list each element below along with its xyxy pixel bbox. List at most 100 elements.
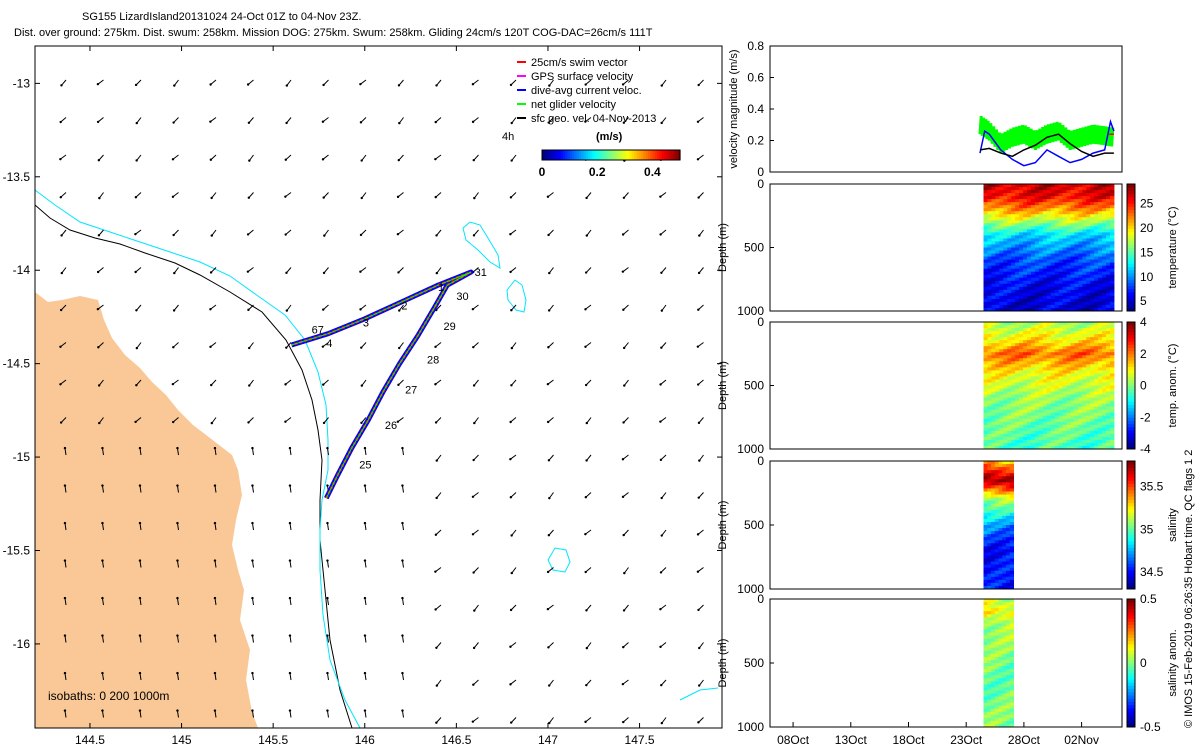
- velocity-arrow: [59, 342, 67, 348]
- velocity-arrow: [101, 521, 104, 531]
- velocity-arrow: [321, 117, 329, 123]
- velocity-arrow: [585, 604, 592, 612]
- velocity-arrow: [176, 521, 179, 531]
- velocity-arrow: [623, 567, 629, 575]
- velocity-arrow: [472, 342, 479, 349]
- velocity-arrow: [176, 446, 179, 456]
- time-tick-label: 18Oct: [892, 733, 925, 747]
- velocity-arrow: [363, 596, 367, 606]
- net-velocity-track: [291, 271, 472, 499]
- velocity-arrow: [251, 484, 254, 493]
- depth-axis-label: Depth (m): [717, 501, 729, 550]
- velocity-arrow: [213, 671, 217, 681]
- velocity-arrow: [584, 117, 592, 123]
- velocity-arrow: [209, 267, 217, 274]
- panel-frame: [769, 460, 1123, 590]
- velocity-arrow: [322, 79, 329, 87]
- velocity-arrow: [659, 567, 667, 574]
- velocity-arrow: [135, 154, 142, 162]
- velocity-arrow: [247, 342, 254, 350]
- legend-entry-label: GPS surface velocity: [531, 71, 634, 83]
- velocity-arrow: [622, 417, 629, 424]
- velocity-arrow: [697, 267, 704, 275]
- velocity-arrow: [135, 117, 142, 125]
- velocity-arrow: [213, 634, 217, 643]
- velocity-arrow: [584, 529, 592, 536]
- legend-entry-label: sfc geo. vel. 04-Nov-2013: [531, 113, 656, 125]
- velocity-arrow: [435, 79, 442, 87]
- colorbar-tick-label: 35.5: [1140, 480, 1164, 494]
- velocity-arrow: [360, 379, 367, 387]
- velocity-arrow: [251, 671, 254, 681]
- velocity-arrow: [660, 492, 667, 500]
- velocity-arrow: [622, 604, 629, 612]
- velocity-arrow: [101, 596, 104, 606]
- velocity-arrow: [510, 342, 517, 350]
- velocity-arrow: [138, 709, 142, 718]
- velocity-arrow: [59, 154, 67, 161]
- velocity-arrow: [697, 79, 704, 87]
- depth-axis-label: Depth (m): [717, 223, 729, 272]
- velocity-arrow: [509, 79, 517, 87]
- panel-frame: [769, 183, 1123, 312]
- velocity-arrow: [398, 304, 404, 312]
- velocity-arrow: [63, 521, 67, 531]
- day-label: 3: [363, 317, 369, 329]
- velocity-arrow: [60, 267, 67, 275]
- velocity-arrow: [401, 446, 404, 456]
- velocity-arrow: [435, 229, 442, 237]
- velocity-arrow: [659, 192, 667, 198]
- depth-tick-label: 500: [744, 656, 764, 670]
- velocity-arrow: [59, 379, 67, 386]
- velocity-arrow: [509, 604, 517, 612]
- velocity-arrow: [176, 559, 179, 568]
- depth-axis-label: Depth (m): [717, 361, 729, 410]
- velocity-arrow: [246, 267, 254, 273]
- day-label: 30: [456, 291, 468, 303]
- colorbar-label: temperature (°C): [1167, 206, 1179, 288]
- velocity-arrow: [285, 304, 292, 312]
- isobath-1000m: [35, 189, 361, 728]
- velocity-arrow: [698, 642, 704, 650]
- glider-track: [290, 269, 474, 500]
- velocity-arrow: [288, 559, 292, 568]
- panel-2: 0 500 1000 Depth (m) -4 -2 0 2 4 temp. anom. (°C): [717, 315, 1179, 456]
- velocity-arrow: [548, 492, 554, 500]
- panel-frame: [769, 45, 1123, 173]
- velocity-arrow: [247, 192, 254, 199]
- colorbar-tick-label: 4: [1140, 315, 1147, 329]
- velocity-arrow: [135, 379, 142, 387]
- velocity-arrow: [321, 154, 329, 161]
- time-tick-label: 02Nov: [1064, 733, 1099, 747]
- velocity-arrow: [59, 417, 67, 424]
- velocity-arrow: [97, 342, 104, 349]
- panel-1: 0 500 1000 Depth (m) 5 10 15 20 25 temperature (°…: [717, 177, 1179, 318]
- velocity-arrow: [401, 521, 404, 531]
- velocity-arrow: [548, 717, 554, 725]
- map-lat-tick-label: -13: [13, 76, 31, 90]
- velocity-arrow: [584, 267, 592, 274]
- velocity-arrow: [213, 559, 217, 568]
- velocity-arrow: [173, 79, 179, 87]
- velocity-arrow: [210, 229, 217, 237]
- colorbar-tick-label: -0.5: [1140, 720, 1161, 734]
- velocity-arrow: [251, 521, 254, 531]
- map-lat-ticks: -13 -13.5 -14 -14.5 -15 -15.5 -16: [3, 76, 722, 651]
- map-lon-tick-label: 146: [355, 733, 375, 747]
- velocity-arrow: [63, 596, 67, 606]
- velocity-arrow: [396, 229, 404, 236]
- velocity-arrow: [397, 379, 404, 387]
- velocity-arrow: [659, 379, 667, 386]
- velocity-arrow: [285, 342, 292, 349]
- velocity-arrow: [659, 642, 667, 649]
- velocity-arrow: [284, 229, 292, 236]
- velocity-arrow: [101, 559, 104, 568]
- velocity-arrow: [134, 267, 142, 274]
- velocity-arrow: [510, 117, 517, 125]
- velocity-arrow: [584, 492, 592, 499]
- colorbar-tick-label: 0.2: [589, 165, 606, 179]
- velocity-arrow: [63, 484, 67, 493]
- colorbar-tick-label: 5: [1140, 294, 1147, 308]
- velocity-arrow: [363, 709, 367, 718]
- velocity-arrow: [509, 642, 517, 648]
